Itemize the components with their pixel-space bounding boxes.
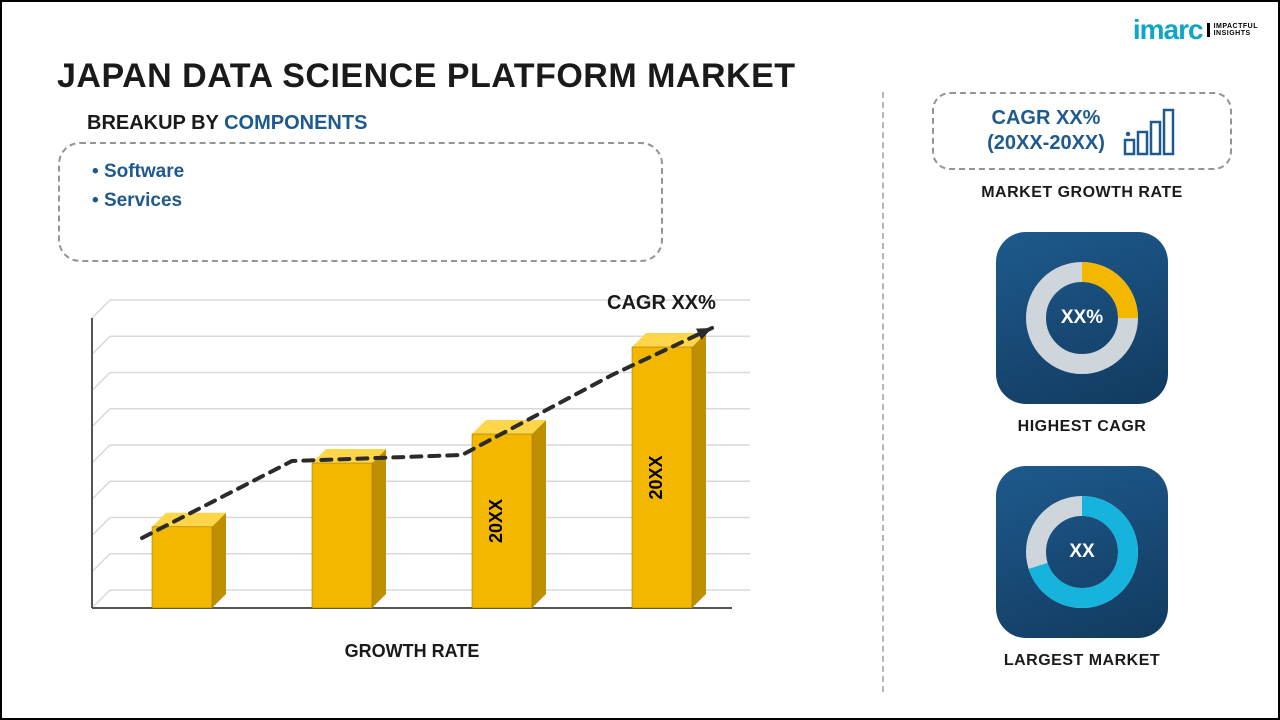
largest-market-tile: XX	[996, 466, 1168, 638]
breakup-prefix: BREAKUP BY	[87, 112, 224, 134]
chart-x-label: GROWTH RATE	[345, 641, 480, 662]
logo-text: imarc	[1133, 14, 1203, 46]
breakup-highlight: COMPONENTS	[224, 112, 367, 134]
largest-market-value: XX	[1069, 541, 1094, 563]
cagr-summary-text: CAGR XX% (20XX-20XX)	[987, 106, 1105, 156]
breakup-box: • Software • Services	[58, 142, 663, 262]
bar-chart-svg: 20XX 20XX	[62, 298, 762, 628]
growth-rate-label: MARKET GROWTH RATE	[981, 184, 1183, 202]
vertical-divider	[882, 92, 884, 692]
svg-text:20XX: 20XX	[646, 455, 666, 499]
breakup-item: • Services	[92, 187, 629, 216]
mini-bar-icon	[1121, 106, 1177, 156]
page-title: JAPAN DATA SCIENCE PLATFORM MARKET	[57, 57, 796, 96]
highest-cagr-label: HIGHEST CAGR	[1018, 418, 1147, 436]
growth-rate-chart: 20XX 20XX GROWTH RATE	[62, 298, 762, 668]
highest-cagr-value: XX%	[1061, 307, 1103, 329]
right-column: CAGR XX% (20XX-20XX) MARKET GROWTH RATE …	[922, 92, 1242, 670]
cagr-arrow-label: CAGR XX%	[607, 292, 716, 315]
logo-tagline: IMPACTFUL INSIGHTS	[1207, 23, 1258, 37]
largest-market-label: LARGEST MARKET	[1004, 652, 1160, 670]
cagr-summary-box: CAGR XX% (20XX-20XX)	[932, 92, 1232, 170]
brand-logo: imarc IMPACTFUL INSIGHTS	[1133, 14, 1258, 46]
highest-cagr-tile: XX%	[996, 232, 1168, 404]
breakup-item: • Software	[92, 158, 629, 187]
breakup-heading: BREAKUP BY COMPONENTS	[87, 112, 367, 135]
svg-text:20XX: 20XX	[486, 499, 506, 543]
